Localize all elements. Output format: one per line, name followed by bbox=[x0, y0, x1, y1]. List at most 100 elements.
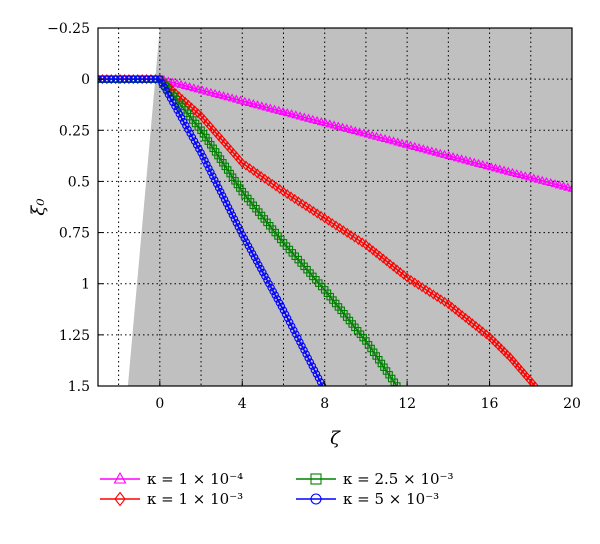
series-point bbox=[282, 108, 292, 117]
series-point bbox=[452, 153, 462, 162]
legend-item-3: κ = 2.5 × 10⁻³ bbox=[296, 470, 453, 488]
series-point bbox=[273, 295, 282, 303]
series-point bbox=[305, 203, 314, 214]
series-point bbox=[347, 230, 355, 241]
series-point bbox=[125, 75, 133, 83]
series-point bbox=[376, 132, 386, 141]
series-point bbox=[350, 232, 359, 243]
series-point bbox=[171, 102, 179, 111]
series-point bbox=[214, 184, 223, 192]
series-point bbox=[267, 283, 275, 292]
series-point bbox=[193, 84, 203, 93]
series-point bbox=[226, 207, 235, 215]
series-point bbox=[342, 123, 352, 132]
series-point bbox=[362, 239, 370, 250]
series-point bbox=[294, 196, 303, 207]
series-point bbox=[397, 138, 407, 147]
series-point bbox=[164, 90, 173, 99]
series-point bbox=[329, 120, 339, 129]
series-point bbox=[478, 159, 488, 169]
series-point bbox=[231, 94, 241, 103]
series-point bbox=[291, 110, 301, 119]
series-point bbox=[478, 326, 487, 337]
series-point bbox=[238, 230, 247, 239]
series-point bbox=[503, 349, 512, 360]
series-point bbox=[414, 142, 424, 152]
series-point bbox=[328, 218, 337, 229]
y-tick-label: 1.5 bbox=[68, 379, 90, 395]
series-point bbox=[421, 284, 430, 295]
series-point bbox=[190, 137, 199, 145]
legend-label: κ = 5 × 10⁻³ bbox=[343, 490, 439, 508]
series-point bbox=[275, 183, 284, 195]
x-axis-label: ζ bbox=[330, 428, 341, 449]
series-point bbox=[448, 152, 458, 161]
series-point bbox=[283, 314, 292, 323]
series-point bbox=[107, 75, 115, 83]
series-point bbox=[482, 329, 491, 340]
series-point bbox=[111, 75, 120, 83]
series-point bbox=[440, 296, 449, 307]
series-point bbox=[261, 272, 269, 280]
series-point bbox=[440, 149, 449, 158]
series-point bbox=[433, 291, 442, 302]
series-point bbox=[189, 83, 199, 92]
series-point bbox=[475, 323, 484, 334]
series-point bbox=[271, 291, 279, 299]
series-point bbox=[209, 172, 217, 180]
series-point bbox=[525, 172, 534, 181]
series-point bbox=[244, 97, 254, 106]
series-point bbox=[369, 348, 378, 356]
series-point bbox=[290, 326, 298, 334]
series-point bbox=[287, 109, 297, 118]
series-point bbox=[190, 105, 199, 116]
series-point bbox=[309, 205, 318, 217]
series-point bbox=[429, 289, 438, 300]
series-point bbox=[494, 340, 503, 351]
series-point bbox=[206, 87, 216, 96]
series-point bbox=[224, 203, 233, 212]
series-point bbox=[375, 355, 383, 364]
series-point bbox=[316, 378, 325, 386]
series-point bbox=[201, 156, 209, 165]
y-tick-label: 1.25 bbox=[59, 328, 90, 344]
series-point bbox=[147, 75, 155, 83]
series-point bbox=[298, 198, 307, 209]
series-point bbox=[403, 272, 412, 283]
legend-item-4: κ = 5 × 10⁻³ bbox=[296, 490, 439, 508]
series-point bbox=[529, 173, 539, 182]
series-point bbox=[298, 342, 306, 350]
series-point bbox=[308, 114, 318, 123]
y-axis-label: ξ₀ bbox=[28, 198, 49, 215]
series-point bbox=[495, 164, 505, 173]
series-point bbox=[325, 119, 335, 128]
series-point bbox=[324, 215, 333, 226]
series-point bbox=[317, 210, 325, 221]
series-point bbox=[274, 105, 284, 114]
series-point bbox=[321, 118, 330, 127]
series-point bbox=[257, 101, 267, 110]
series-point bbox=[354, 234, 363, 246]
series-point bbox=[259, 268, 267, 277]
series-point bbox=[314, 374, 323, 382]
series-point bbox=[175, 110, 184, 118]
y-tick-label: 0 bbox=[81, 72, 90, 88]
series-point bbox=[457, 154, 466, 163]
series-point bbox=[312, 370, 321, 378]
series-point bbox=[310, 366, 319, 374]
series-point bbox=[497, 343, 506, 354]
series-point bbox=[559, 181, 568, 190]
series-point bbox=[299, 112, 309, 121]
series-point bbox=[248, 249, 257, 258]
legend-item-1: κ = 1 × 10⁻⁴ bbox=[100, 470, 243, 488]
series-point bbox=[418, 282, 427, 293]
series-point bbox=[290, 193, 299, 204]
legend-marker bbox=[114, 491, 126, 507]
series-point bbox=[362, 337, 370, 345]
series-point bbox=[399, 269, 408, 280]
series-point bbox=[406, 140, 415, 149]
series-point bbox=[546, 177, 556, 187]
series-point bbox=[491, 163, 500, 172]
x-tick-label: 16 bbox=[481, 396, 499, 412]
series-point bbox=[488, 334, 497, 345]
